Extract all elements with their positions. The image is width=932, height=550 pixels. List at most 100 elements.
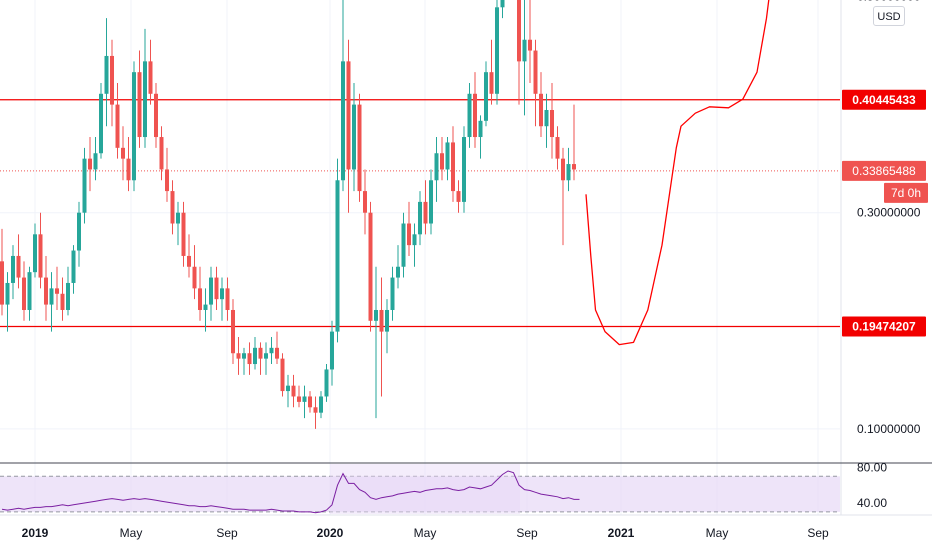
candle-body-104 (572, 164, 576, 170)
candle-body-33 (181, 212, 186, 256)
candle-body-99 (544, 110, 549, 127)
candle-body-53 (291, 385, 296, 397)
candle-body-54 (297, 396, 301, 402)
level-tag-2 (842, 316, 926, 337)
candle-body-8 (44, 277, 48, 305)
candle-body-10 (55, 288, 59, 294)
candle-body-49 (269, 347, 274, 354)
time-tick-label-5: Sep (516, 526, 538, 540)
candle-body-73 (401, 223, 406, 267)
candle-body-90 (495, 7, 499, 94)
price-tick-label-3: 0.50000000 (857, 0, 921, 4)
candle-body-102 (561, 158, 565, 181)
candle-body-72 (396, 266, 400, 278)
candle-body-37 (203, 304, 208, 310)
candle-body-29 (159, 137, 164, 170)
candle-body-52 (286, 385, 290, 392)
candle-body-65 (357, 104, 362, 192)
currency-button[interactable]: USD (873, 6, 905, 26)
candle-body-0 (0, 261, 4, 305)
candle-body-66 (363, 191, 367, 213)
candle-body-82 (451, 142, 455, 192)
candle-body-43 (236, 353, 241, 359)
candle-body-67 (368, 212, 373, 321)
candle-body-45 (247, 353, 252, 365)
candle-body-71 (390, 277, 395, 310)
candle-body-59 (324, 369, 329, 397)
candle-body-22 (121, 147, 125, 159)
candle-body-44 (242, 353, 246, 359)
candle-body-24 (132, 72, 136, 181)
candle-body-68 (374, 309, 378, 321)
candle-body-36 (198, 288, 202, 310)
candle-body-5 (27, 272, 32, 310)
candle-body-14 (77, 212, 81, 251)
candle-body-30 (165, 169, 169, 192)
candle-body-38 (209, 277, 213, 305)
interval-badge-label: 7d 0h (891, 186, 921, 200)
candle-body-25 (137, 72, 142, 138)
level-tag-label-2: 0.19474207 (852, 319, 916, 333)
candle-body-100 (550, 110, 554, 138)
last-price-tag-label: 0.33865488 (852, 164, 916, 178)
candle-body-41 (225, 288, 230, 310)
candle-body-85 (467, 93, 472, 138)
candle-body-9 (49, 288, 54, 305)
candle-body-51 (280, 358, 285, 392)
candle-body-19 (104, 55, 109, 94)
time-tick-label-3: 2020 (317, 526, 344, 540)
candle-body-17 (93, 153, 98, 170)
candle-body-27 (148, 61, 153, 94)
time-tick-label-6: 2021 (608, 526, 635, 540)
candle-body-55 (302, 396, 307, 402)
candle-body-83 (456, 191, 461, 202)
candle-body-62 (341, 61, 345, 181)
candle-body-80 (440, 153, 444, 170)
candle-body-11 (60, 293, 65, 310)
candle-body-88 (484, 72, 488, 121)
candle-body-1 (5, 282, 10, 305)
time-tick-label-7: May (706, 526, 729, 540)
candle-body-91 (500, 0, 505, 8)
candle-body-12 (66, 282, 70, 310)
candle-body-4 (22, 277, 26, 310)
interval-badge (884, 182, 928, 203)
candle-body-63 (346, 61, 351, 170)
candle-body-46 (253, 347, 257, 365)
price-tick-label-5: 0.10000000 (857, 422, 921, 436)
candle-body-2 (11, 255, 15, 283)
candle-body-76 (418, 201, 422, 235)
candle-body-48 (264, 353, 268, 359)
candle-body-60 (330, 331, 334, 370)
time-tick-label-1: May (120, 526, 143, 540)
projection-path (585, 0, 770, 346)
candle-body-77 (423, 201, 428, 224)
candle-body-42 (231, 309, 235, 354)
rsi-band (0, 476, 840, 512)
candle-body-6 (33, 234, 37, 273)
candle-body-95 (522, 39, 527, 62)
candle-body-15 (82, 158, 87, 213)
candle-body-74 (407, 223, 411, 246)
candle-body-13 (71, 250, 76, 283)
candle-body-58 (319, 396, 323, 413)
candle-body-98 (539, 93, 543, 127)
level-tag-1 (842, 89, 926, 110)
candle-body-31 (170, 191, 175, 224)
candle-body-28 (154, 93, 158, 138)
price-tick-label-4: 0.30000000 (857, 206, 921, 220)
candle-body-47 (258, 347, 263, 359)
candle-body-78 (429, 180, 433, 224)
candle-body-94 (517, 0, 521, 62)
candle-body-23 (126, 158, 131, 181)
time-tick-label-4: May (414, 526, 437, 540)
candle-body-87 (478, 120, 483, 138)
time-tick-label-8: Sep (807, 526, 829, 540)
candle-body-34 (187, 255, 191, 267)
candle-body-26 (143, 61, 147, 138)
candle-body-96 (528, 39, 532, 51)
last-price-tag (842, 160, 926, 181)
rsi-highlight (330, 464, 520, 514)
